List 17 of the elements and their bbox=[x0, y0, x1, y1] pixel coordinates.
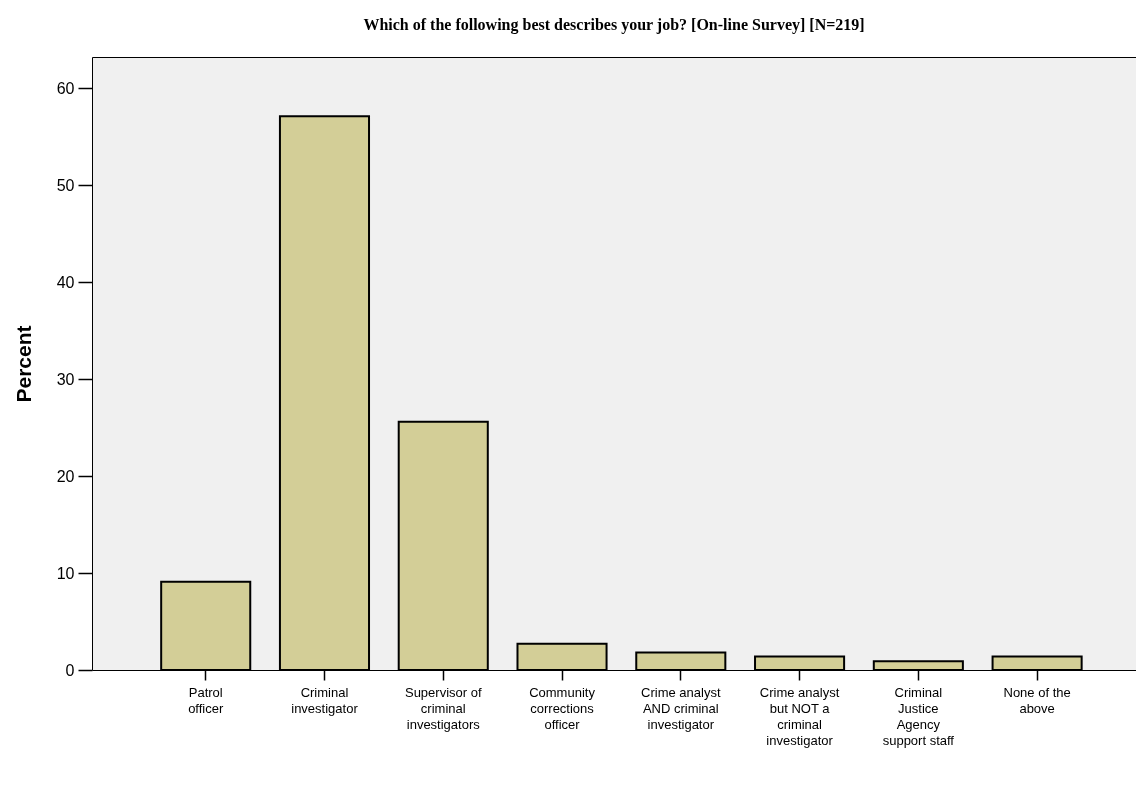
y-tick-label: 50 bbox=[56, 176, 75, 194]
x-tick-label: Criminal Justice Agency support staff bbox=[882, 684, 955, 748]
x-tick-label: Criminal investigator bbox=[291, 684, 359, 716]
x-tick-label: Community corrections officer bbox=[529, 684, 596, 732]
y-tick-label: 10 bbox=[56, 564, 75, 582]
x-tick-label: Crime analyst but NOT a criminal investigator bbox=[759, 684, 840, 748]
y-axis-title: Percent bbox=[11, 325, 35, 403]
y-tick-label: 20 bbox=[56, 467, 75, 485]
x-tick-label: None of the above bbox=[1003, 684, 1071, 716]
x-tick-label: Crime analyst AND criminal investigator bbox=[641, 684, 721, 732]
y-tick-label: 0 bbox=[65, 661, 75, 679]
chart-title: Which of the following best describes your job? [On-line Survey] [N=219] bbox=[363, 16, 865, 34]
y-tick-label: 60 bbox=[56, 79, 75, 97]
x-tick-label: Supervisor of criminal investigators bbox=[404, 684, 482, 732]
y-tick-label: 40 bbox=[56, 273, 75, 291]
y-tick-label: 30 bbox=[56, 370, 75, 388]
x-tick-label: Patrol officer bbox=[188, 684, 224, 716]
